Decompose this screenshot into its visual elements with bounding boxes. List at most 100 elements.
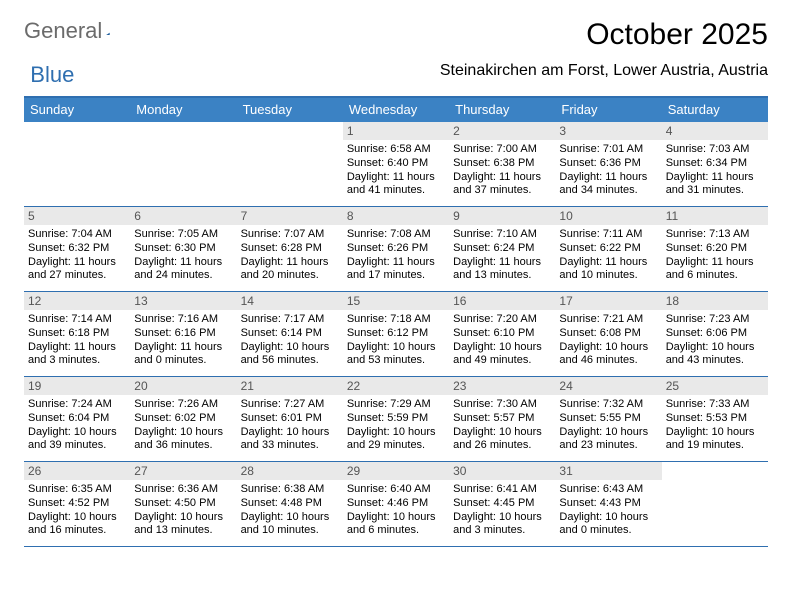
daylight-line: Daylight: 11 hours and 13 minutes.: [453, 256, 551, 284]
day-cell: 13Sunrise: 7:16 AMSunset: 6:16 PMDayligh…: [130, 292, 236, 376]
week-row: 19Sunrise: 7:24 AMSunset: 6:04 PMDayligh…: [24, 377, 768, 462]
day-cell: 2Sunrise: 7:00 AMSunset: 6:38 PMDaylight…: [449, 122, 555, 206]
sunrise-line: Sunrise: 6:58 AM: [347, 143, 445, 157]
day-number: 26: [24, 462, 130, 480]
sunrise-line: Sunrise: 7:24 AM: [28, 398, 126, 412]
sunset-line: Sunset: 6:04 PM: [28, 412, 126, 426]
sunset-line: Sunset: 4:43 PM: [559, 497, 657, 511]
day-cell: 31Sunrise: 6:43 AMSunset: 4:43 PMDayligh…: [555, 462, 661, 546]
brand-logo: General: [24, 18, 130, 44]
sunset-line: Sunset: 6:18 PM: [28, 327, 126, 341]
sunrise-line: Sunrise: 7:16 AM: [134, 313, 232, 327]
sunset-line: Sunset: 6:32 PM: [28, 242, 126, 256]
logo-triangle-icon: [106, 22, 110, 40]
day-number: 22: [343, 377, 449, 395]
day-header-sun: Sunday: [24, 98, 130, 122]
day-number: 4: [662, 122, 768, 140]
day-cell: 27Sunrise: 6:36 AMSunset: 4:50 PMDayligh…: [130, 462, 236, 546]
day-cell: 21Sunrise: 7:27 AMSunset: 6:01 PMDayligh…: [237, 377, 343, 461]
daylight-line: Daylight: 11 hours and 37 minutes.: [453, 171, 551, 199]
sunset-line: Sunset: 6:02 PM: [134, 412, 232, 426]
day-cell: 15Sunrise: 7:18 AMSunset: 6:12 PMDayligh…: [343, 292, 449, 376]
sunrise-line: Sunrise: 7:07 AM: [241, 228, 339, 242]
daylight-line: Daylight: 10 hours and 29 minutes.: [347, 426, 445, 454]
sunrise-line: Sunrise: 7:23 AM: [666, 313, 764, 327]
sunset-line: Sunset: 4:50 PM: [134, 497, 232, 511]
daylight-line: Daylight: 10 hours and 36 minutes.: [134, 426, 232, 454]
brand-part1: General: [24, 18, 102, 44]
sunset-line: Sunset: 6:10 PM: [453, 327, 551, 341]
sunrise-line: Sunrise: 6:41 AM: [453, 483, 551, 497]
sunrise-line: Sunrise: 7:21 AM: [559, 313, 657, 327]
day-number: 31: [555, 462, 661, 480]
sunrise-line: Sunrise: 7:18 AM: [347, 313, 445, 327]
sunset-line: Sunset: 6:22 PM: [559, 242, 657, 256]
sunset-line: Sunset: 6:16 PM: [134, 327, 232, 341]
sunset-line: Sunset: 5:59 PM: [347, 412, 445, 426]
sunrise-line: Sunrise: 7:11 AM: [559, 228, 657, 242]
calendar: Sunday Monday Tuesday Wednesday Thursday…: [24, 96, 768, 547]
day-number: 27: [130, 462, 236, 480]
sunset-line: Sunset: 6:20 PM: [666, 242, 764, 256]
sunset-line: Sunset: 6:40 PM: [347, 157, 445, 171]
day-number: 17: [555, 292, 661, 310]
location-line: Steinakirchen am Forst, Lower Austria, A…: [440, 62, 768, 80]
day-cell: 29Sunrise: 6:40 AMSunset: 4:46 PMDayligh…: [343, 462, 449, 546]
daylight-line: Daylight: 10 hours and 53 minutes.: [347, 341, 445, 369]
sunset-line: Sunset: 6:28 PM: [241, 242, 339, 256]
sunset-line: Sunset: 6:34 PM: [666, 157, 764, 171]
sunrise-line: Sunrise: 7:05 AM: [134, 228, 232, 242]
sunset-line: Sunset: 6:14 PM: [241, 327, 339, 341]
sunset-line: Sunset: 6:12 PM: [347, 327, 445, 341]
weeks-container: 1Sunrise: 6:58 AMSunset: 6:40 PMDaylight…: [24, 122, 768, 547]
daylight-line: Daylight: 11 hours and 34 minutes.: [559, 171, 657, 199]
daylight-line: Daylight: 10 hours and 23 minutes.: [559, 426, 657, 454]
day-number: 23: [449, 377, 555, 395]
sunrise-line: Sunrise: 7:20 AM: [453, 313, 551, 327]
week-row: 12Sunrise: 7:14 AMSunset: 6:18 PMDayligh…: [24, 292, 768, 377]
sunrise-line: Sunrise: 6:35 AM: [28, 483, 126, 497]
sunrise-line: Sunrise: 7:01 AM: [559, 143, 657, 157]
day-number: 5: [24, 207, 130, 225]
sunrise-line: Sunrise: 7:30 AM: [453, 398, 551, 412]
sunset-line: Sunset: 6:08 PM: [559, 327, 657, 341]
sunset-line: Sunset: 4:45 PM: [453, 497, 551, 511]
day-number: 29: [343, 462, 449, 480]
daylight-line: Daylight: 10 hours and 46 minutes.: [559, 341, 657, 369]
daylight-line: Daylight: 10 hours and 6 minutes.: [347, 511, 445, 539]
day-number: 18: [662, 292, 768, 310]
sunrise-line: Sunrise: 6:36 AM: [134, 483, 232, 497]
sunset-line: Sunset: 5:53 PM: [666, 412, 764, 426]
day-cell: 23Sunrise: 7:30 AMSunset: 5:57 PMDayligh…: [449, 377, 555, 461]
daylight-line: Daylight: 11 hours and 27 minutes.: [28, 256, 126, 284]
daylight-line: Daylight: 11 hours and 20 minutes.: [241, 256, 339, 284]
day-cell: 9Sunrise: 7:10 AMSunset: 6:24 PMDaylight…: [449, 207, 555, 291]
day-cell: 6Sunrise: 7:05 AMSunset: 6:30 PMDaylight…: [130, 207, 236, 291]
sunrise-line: Sunrise: 7:03 AM: [666, 143, 764, 157]
day-number: 24: [555, 377, 661, 395]
day-header-mon: Monday: [130, 98, 236, 122]
day-cell: 30Sunrise: 6:41 AMSunset: 4:45 PMDayligh…: [449, 462, 555, 546]
day-cell: 7Sunrise: 7:07 AMSunset: 6:28 PMDaylight…: [237, 207, 343, 291]
day-number: 25: [662, 377, 768, 395]
day-cell: 1Sunrise: 6:58 AMSunset: 6:40 PMDaylight…: [343, 122, 449, 206]
sunset-line: Sunset: 6:30 PM: [134, 242, 232, 256]
sunrise-line: Sunrise: 7:26 AM: [134, 398, 232, 412]
day-cell: 5 Sunrise: 7:04 AMSunset: 6:32 PMDaylight…: [24, 207, 130, 291]
week-row: 5Sunrise: 7:04 AMSunset: 6:32 PMDaylight…: [24, 207, 768, 292]
day-number: 30: [449, 462, 555, 480]
day-header-wed: Wednesday: [343, 98, 449, 122]
day-cell: [237, 122, 343, 206]
sunset-line: Sunset: 4:52 PM: [28, 497, 126, 511]
sunrise-line: Sunrise: 6:38 AM: [241, 483, 339, 497]
sunrise-line: Sunrise: 7:17 AM: [241, 313, 339, 327]
day-number: 11: [662, 207, 768, 225]
day-cell: 8Sunrise: 7:08 AMSunset: 6:26 PMDaylight…: [343, 207, 449, 291]
sunrise-line: Sunrise: 7:04 AM: [28, 228, 126, 242]
sunrise-line: Sunrise: 7:33 AM: [666, 398, 764, 412]
daylight-line: Daylight: 10 hours and 16 minutes.: [28, 511, 126, 539]
sunrise-line: Sunrise: 6:40 AM: [347, 483, 445, 497]
day-number: 13: [130, 292, 236, 310]
day-cell: 28Sunrise: 6:38 AMSunset: 4:48 PMDayligh…: [237, 462, 343, 546]
sunset-line: Sunset: 4:48 PM: [241, 497, 339, 511]
